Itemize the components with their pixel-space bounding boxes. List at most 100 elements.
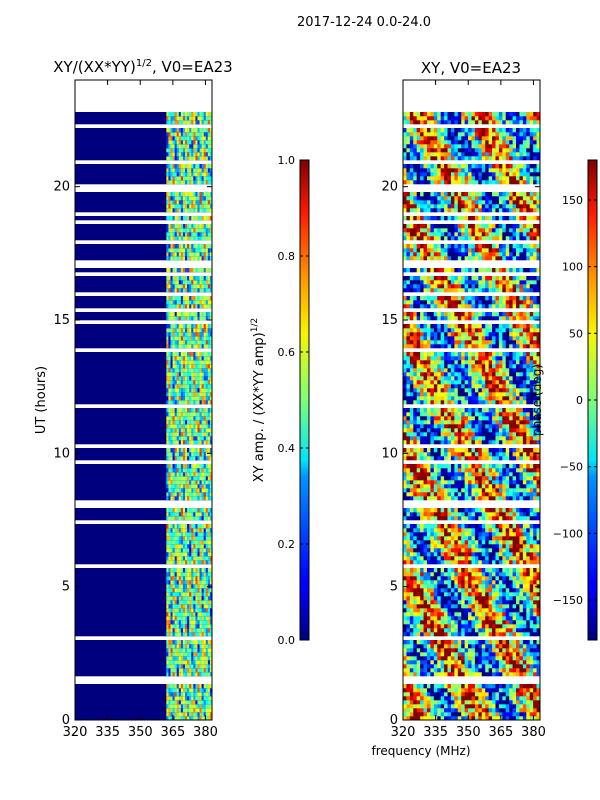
amp-cell bbox=[189, 644, 192, 649]
amp-cell bbox=[189, 480, 192, 485]
amp-cell bbox=[197, 584, 200, 589]
amp-cell bbox=[209, 532, 212, 537]
phase-cell bbox=[423, 684, 428, 689]
amp-cell bbox=[193, 452, 196, 457]
amp-cell bbox=[199, 648, 202, 653]
phase-cell bbox=[450, 620, 455, 625]
amp-cell bbox=[168, 344, 171, 349]
phase-cell bbox=[403, 652, 407, 657]
amp-cell bbox=[203, 248, 207, 253]
amp-cell bbox=[172, 344, 175, 349]
amp-cell bbox=[176, 372, 180, 377]
amp-cell bbox=[203, 156, 207, 161]
amp-cell bbox=[168, 168, 171, 173]
amp-cell bbox=[197, 316, 200, 321]
amp-cell bbox=[209, 584, 212, 589]
amp-cell bbox=[201, 152, 204, 157]
phase-cell bbox=[423, 700, 428, 705]
amp-cell bbox=[195, 228, 198, 233]
amp-cell bbox=[207, 472, 211, 477]
amp-cell bbox=[174, 572, 178, 577]
amp-cell bbox=[197, 672, 200, 677]
phase-cell bbox=[485, 560, 489, 565]
phase-cell bbox=[478, 592, 483, 597]
phase-cell bbox=[440, 716, 445, 720]
amp-cell bbox=[197, 368, 200, 373]
phase-cell bbox=[433, 596, 438, 601]
phase-cell bbox=[444, 608, 448, 613]
amp-cell bbox=[182, 304, 186, 309]
phase-cell bbox=[481, 712, 486, 717]
phase-cell bbox=[474, 532, 479, 537]
amp-cell bbox=[180, 484, 184, 489]
phase-cell bbox=[413, 648, 417, 653]
phase-cell bbox=[471, 712, 476, 717]
amp-cell bbox=[193, 596, 196, 601]
phase-cell bbox=[481, 532, 486, 537]
amp-cell bbox=[170, 648, 173, 653]
amp-row bbox=[75, 620, 212, 625]
amp-cell bbox=[166, 416, 169, 421]
phase-cell bbox=[516, 716, 520, 720]
phase-cell bbox=[413, 560, 417, 565]
amp-cell bbox=[176, 204, 180, 209]
amp-cell bbox=[191, 164, 194, 169]
amp-cell bbox=[193, 524, 196, 529]
amp-row bbox=[75, 496, 212, 501]
phase-cell bbox=[423, 496, 428, 501]
amp-cell bbox=[187, 216, 190, 221]
amp-cell bbox=[191, 216, 194, 221]
amp-cell bbox=[178, 208, 182, 213]
phase-cell bbox=[430, 532, 435, 537]
phase-cell bbox=[430, 508, 435, 513]
phase-cell bbox=[461, 704, 465, 709]
phase-cell bbox=[447, 576, 452, 581]
phase-cell bbox=[430, 668, 435, 673]
amp-cell bbox=[180, 712, 184, 717]
amp-cell bbox=[168, 152, 171, 157]
phase-cell bbox=[447, 572, 452, 577]
amp-cell bbox=[199, 284, 202, 289]
phase-cell bbox=[416, 512, 421, 517]
phase-cell bbox=[522, 560, 527, 565]
amp-cell bbox=[178, 604, 182, 609]
amp-cell bbox=[209, 152, 212, 157]
phase-cell bbox=[526, 716, 531, 720]
phase-cell bbox=[533, 592, 537, 597]
phase-cell bbox=[420, 628, 424, 633]
phase-cell bbox=[450, 524, 455, 529]
phase-cell bbox=[468, 580, 472, 585]
amp-cell bbox=[203, 428, 207, 433]
amp-cell bbox=[193, 528, 196, 533]
phase-cell bbox=[522, 704, 527, 709]
amp-cell bbox=[180, 576, 184, 581]
amp-cell bbox=[203, 288, 207, 293]
phase-cell bbox=[495, 648, 500, 653]
amp-cell bbox=[174, 296, 178, 301]
phase-cell bbox=[478, 548, 483, 553]
amp-cell bbox=[197, 116, 200, 121]
amp-cell bbox=[172, 608, 175, 613]
phase-cell bbox=[516, 712, 520, 717]
phase-cell bbox=[457, 656, 462, 661]
phase-cell bbox=[488, 516, 493, 521]
phase-cell bbox=[488, 572, 493, 577]
amp-cell bbox=[182, 716, 186, 720]
amp-cell bbox=[197, 296, 200, 301]
phase-cell bbox=[406, 516, 411, 521]
amp-cell bbox=[172, 480, 175, 485]
phase-cell bbox=[454, 620, 459, 625]
amp-cell bbox=[172, 428, 175, 433]
phase-cell bbox=[406, 552, 411, 557]
phase-cell bbox=[440, 512, 445, 517]
amp-cell bbox=[182, 372, 186, 377]
phase-cell bbox=[522, 580, 527, 585]
phase-cell bbox=[533, 524, 537, 529]
amp-cell bbox=[172, 704, 175, 709]
amp-cell bbox=[207, 388, 211, 393]
phase-cell bbox=[461, 524, 465, 529]
amp-cell bbox=[207, 464, 211, 469]
amp-cell bbox=[189, 492, 192, 497]
amp-cell bbox=[166, 252, 169, 257]
amp-cell bbox=[189, 684, 192, 689]
